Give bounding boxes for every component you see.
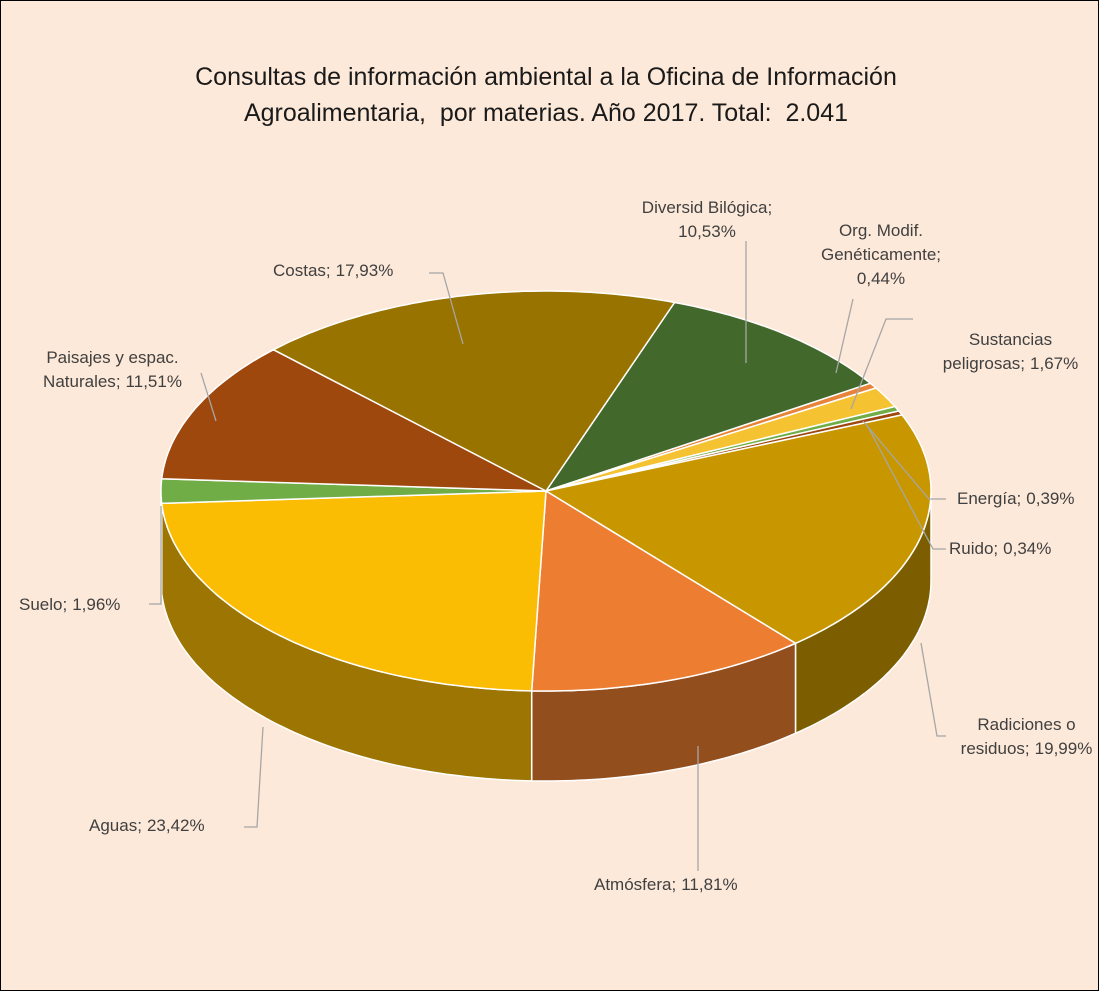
leader-line xyxy=(866,424,946,550)
label-separator: ; xyxy=(1024,739,1030,758)
leader-line xyxy=(850,318,913,410)
label-separator: ; xyxy=(936,245,942,264)
slice xyxy=(160,478,547,505)
data-label: Costas; 17,93% xyxy=(273,259,453,283)
label-separator: ; xyxy=(62,595,68,614)
value-label: 0,44% xyxy=(856,269,906,288)
category-name: Aguas xyxy=(89,816,138,835)
slice xyxy=(160,490,547,692)
value-label: 0,39% xyxy=(1026,489,1075,508)
data-label: Energía; 0,39% xyxy=(957,487,1098,511)
slice xyxy=(544,414,932,645)
leader-line xyxy=(149,506,162,605)
data-label: Atmósfera; 11,81% xyxy=(594,873,794,897)
value-label: 17,93% xyxy=(335,261,394,280)
data-label: Ruido; 0,34% xyxy=(949,537,1098,561)
value-label: 11,81% xyxy=(681,875,738,894)
slice xyxy=(160,348,547,492)
category-name: Diversid Bilógica xyxy=(641,198,768,217)
data-label: Suelo; 1,96% xyxy=(19,593,169,617)
data-label: Diversid Bilógica; 10,53% xyxy=(617,196,797,244)
slice xyxy=(545,387,897,492)
leader-line xyxy=(835,298,854,374)
category-name: Suelo xyxy=(19,595,63,614)
label-separator: ; xyxy=(671,875,677,894)
value-label: 19,99% xyxy=(1034,739,1093,758)
label-separator: ; xyxy=(115,372,121,391)
value-label: 11,51% xyxy=(125,372,182,391)
data-label: Sustancias peligrosas; 1,67% xyxy=(918,328,1098,376)
leader-line xyxy=(920,642,946,737)
category-name: Energía xyxy=(957,489,1017,508)
chart-title: Consultas de información ambiental a la … xyxy=(195,63,903,127)
leader-line xyxy=(862,420,946,500)
slice xyxy=(530,489,798,692)
label-separator: ; xyxy=(325,261,331,280)
slice xyxy=(271,290,676,492)
data-label: Paisajes y espac. Naturales; 11,51% xyxy=(15,346,210,394)
category-name: Sustancias peligrosas xyxy=(942,330,1053,373)
label-separator: ; xyxy=(993,539,999,558)
category-name: Org. Modif. Genéticamente xyxy=(820,221,937,264)
value-label: 1,96% xyxy=(72,595,121,614)
category-name: Costas xyxy=(273,261,326,280)
leader-line xyxy=(429,272,464,345)
value-label: 10,53% xyxy=(678,222,736,241)
value-label: 0,34% xyxy=(1003,539,1052,558)
label-separator: ; xyxy=(1020,354,1026,373)
category-name: Paisajes y espac. Naturales xyxy=(43,348,179,391)
leader-line xyxy=(244,726,264,828)
category-name: Radiciones o residuos xyxy=(960,715,1076,758)
category-name: Atmósfera xyxy=(594,875,672,894)
label-separator: ; xyxy=(137,816,142,835)
value-label: 1,67% xyxy=(1030,354,1079,373)
label-separator: ; xyxy=(767,198,773,217)
leader-line xyxy=(200,372,217,422)
value-label: 23,42% xyxy=(146,816,205,835)
category-name: Ruido xyxy=(949,539,994,558)
data-label: Radiciones o residuos; 19,99% xyxy=(944,713,1098,761)
slice xyxy=(544,301,872,493)
data-label: Aguas; 23,42% xyxy=(89,814,259,838)
data-label: Org. Modif. Genéticamente; 0,44% xyxy=(806,219,956,291)
label-separator: ; xyxy=(1016,489,1022,508)
